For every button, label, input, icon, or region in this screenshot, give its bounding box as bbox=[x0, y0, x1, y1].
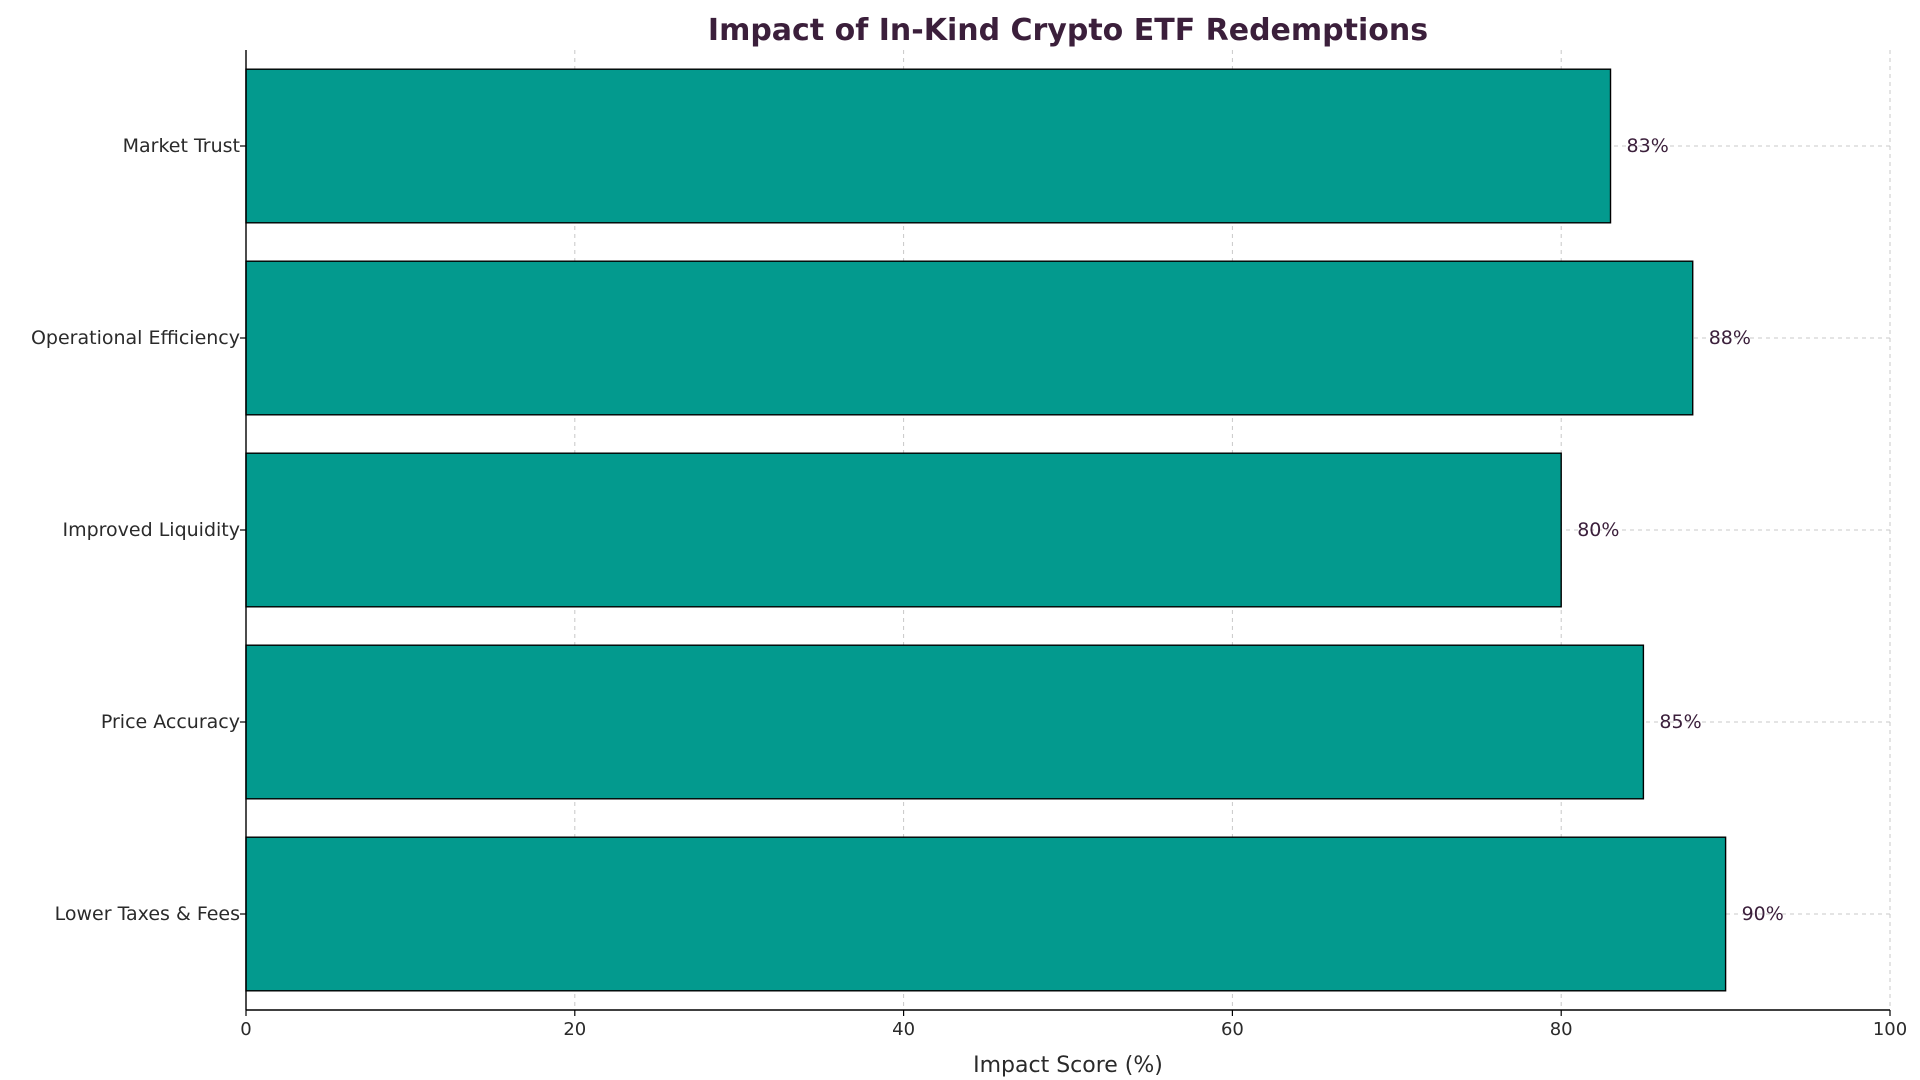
data-label: 80% bbox=[1577, 519, 1619, 541]
chart-title: Impact of In-Kind Crypto ETF Redemptions bbox=[708, 13, 1428, 48]
bar bbox=[245, 836, 1727, 992]
data-label: 88% bbox=[1709, 327, 1751, 349]
x-axis-label: Impact Score (%) bbox=[973, 1053, 1163, 1078]
axis-layer bbox=[240, 50, 1891, 1016]
x-tick-label: 0 bbox=[240, 1019, 251, 1040]
data-label: 83% bbox=[1627, 135, 1669, 157]
category-label: Market Trust bbox=[123, 135, 240, 157]
category-label: Lower Taxes & Fees bbox=[55, 903, 240, 925]
x-tick-label: 40 bbox=[892, 1019, 915, 1040]
label-layer: 90% Lower Taxes & Fees 85% Price Accuracy 80… bbox=[31, 135, 1907, 1040]
data-label: 85% bbox=[1659, 711, 1701, 733]
bar bbox=[245, 68, 1612, 224]
bar bbox=[245, 260, 1694, 416]
x-tick-label: 100 bbox=[1873, 1019, 1907, 1040]
x-tick-label: 60 bbox=[1221, 1019, 1244, 1040]
bar bbox=[245, 452, 1562, 608]
category-label: Operational Efficiency bbox=[31, 327, 240, 349]
bar bbox=[245, 644, 1645, 800]
category-label: Improved Liquidity bbox=[62, 519, 240, 541]
x-tick-label: 20 bbox=[563, 1019, 586, 1040]
bar-layer bbox=[245, 68, 1727, 992]
category-label: Price Accuracy bbox=[101, 711, 240, 733]
data-label: 90% bbox=[1742, 903, 1784, 925]
x-tick-label: 80 bbox=[1550, 1019, 1573, 1040]
